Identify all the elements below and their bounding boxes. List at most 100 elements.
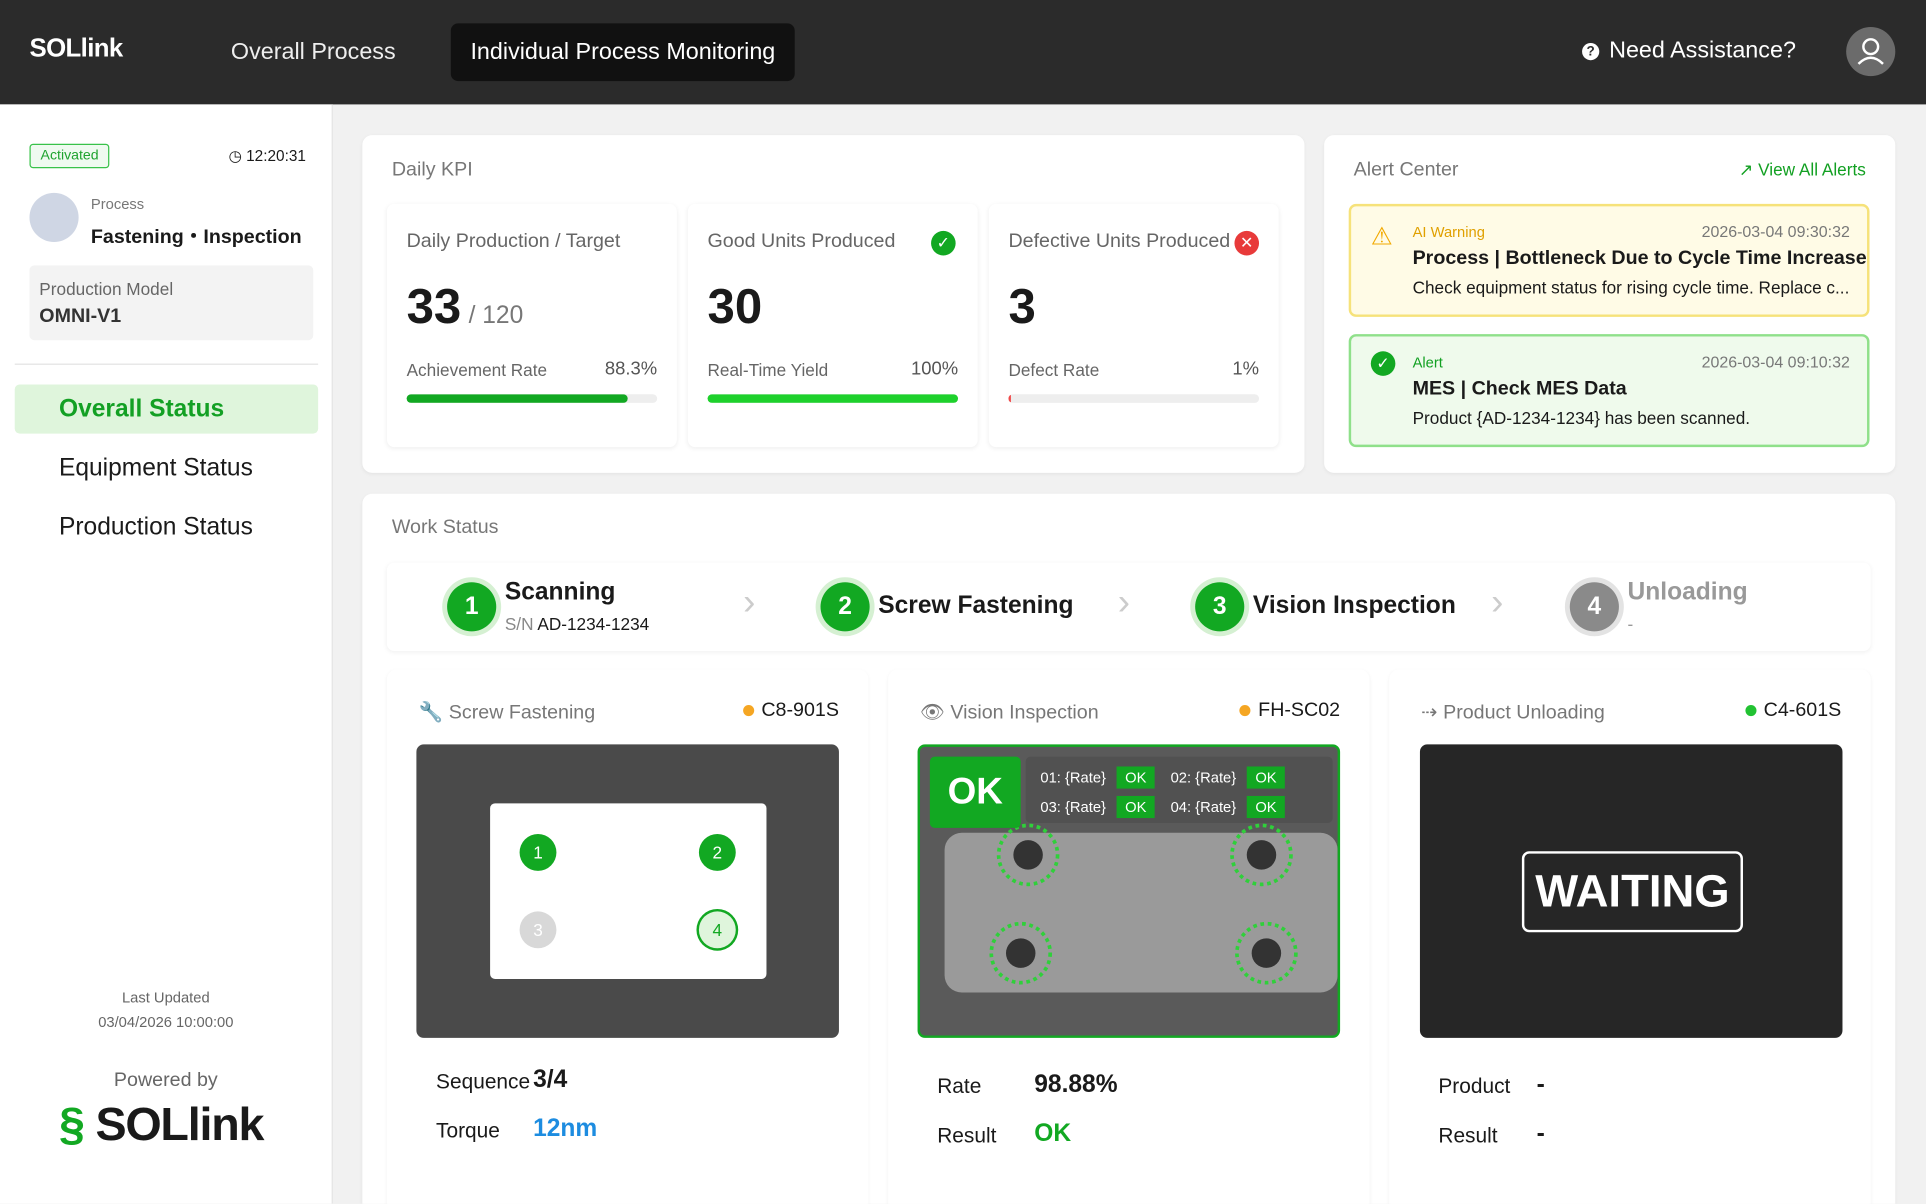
check-list: 01: {Rate} OK 02: {Rate} OK 03: {Rate} O…	[1025, 756, 1333, 823]
kpi-value: 30	[708, 280, 763, 335]
help-text: Need Assistance?	[1609, 38, 1796, 64]
warning-icon: ⚠	[1370, 223, 1393, 251]
kpi-card: Good Units Produced 30 ✓ Real-Time Yield 100…	[687, 203, 978, 448]
progress-track	[406, 394, 658, 403]
step-num: 4	[1569, 582, 1619, 632]
shape	[1246, 840, 1277, 870]
panel-code: C8-901S	[742, 700, 839, 722]
help-link[interactable]: ? Need Assistance?	[1582, 38, 1796, 65]
shape	[1251, 938, 1282, 968]
field-value: -	[1536, 1071, 1545, 1099]
shape	[989, 921, 1053, 985]
alert-time: 2026-03-04 09:10:32	[1701, 352, 1850, 371]
field-value: 3/4	[533, 1066, 568, 1094]
rate-label: Defect Rate	[1008, 359, 1100, 380]
shape	[996, 823, 1060, 887]
nav-tab-active[interactable]: Individual Process Monitoring	[450, 23, 795, 82]
alert-title: MES | Check MES Data	[1412, 378, 1627, 400]
model-label: Production Model	[39, 278, 174, 299]
section-title: Work Status	[391, 517, 499, 539]
avatar-icon	[1857, 38, 1884, 65]
brand-text: SOLlink	[95, 1099, 264, 1151]
divider	[14, 363, 319, 365]
alert-panel: Alert Center ↗ View All Alerts ⚠ AI Warn…	[1324, 135, 1896, 473]
brand: § SOLlink	[59, 1099, 264, 1152]
updated-label: Last Updated	[121, 988, 210, 1006]
check-label: 01: {Rate}	[1040, 768, 1106, 787]
updated-value: 03/04/2026 10:00:00	[98, 1013, 234, 1031]
result-badge: OK	[929, 756, 1021, 828]
panel-title-text: Product Unloading	[1443, 702, 1605, 724]
check-label: 02: {Rate}	[1170, 768, 1237, 787]
step-sub-value: AD-1234-1234	[537, 614, 650, 634]
shape	[1857, 56, 1884, 65]
powered-label: Powered by	[113, 1069, 218, 1091]
kpi-target: / 120	[468, 302, 524, 330]
kpi-value: 33/ 120	[407, 280, 524, 335]
shape	[1862, 38, 1880, 56]
menu-item-active[interactable]: Overall Status	[14, 384, 319, 434]
alert-type: AI Warning	[1412, 223, 1485, 241]
screw-point: 4	[698, 911, 736, 949]
screw-panel: 🔧 Screw Fastening C8-901S 1 2 3 4 Sequen…	[386, 669, 869, 1204]
alert-time: 2026-03-04 09:30:32	[1701, 222, 1850, 241]
nav-tab[interactable]: Overall Process	[230, 39, 396, 66]
step-num: 1	[447, 582, 497, 632]
kpi-title: Defective Units Produced	[1008, 230, 1231, 252]
alert-title: Process | Bottleneck Due to Cycle Time I…	[1412, 248, 1867, 270]
shape	[1013, 840, 1043, 870]
rate-value: 88.3%	[604, 358, 658, 380]
process-thumb	[29, 192, 79, 242]
menu-item[interactable]: Equipment Status	[58, 454, 253, 482]
field-label: Rate	[937, 1074, 982, 1099]
field-label: Product	[1438, 1074, 1511, 1099]
panel-title-text: Screw Fastening	[448, 702, 596, 724]
panel-title: ⇢ Product Unloading	[1421, 702, 1605, 724]
field-label: Torque	[436, 1118, 500, 1143]
rate-label: Achievement Rate	[406, 359, 548, 380]
check-result: OK	[1246, 795, 1286, 819]
avatar[interactable]	[1846, 27, 1896, 77]
view-all[interactable]: ↗ View All Alerts	[1738, 159, 1866, 180]
progress-track	[1008, 394, 1260, 403]
process-label: Process	[90, 195, 145, 213]
ok-icon: ✓	[1370, 351, 1396, 376]
process-name: Fastening・Inspection	[90, 227, 302, 249]
sidebar: Activated ◷ 12:20:31 Process Fastening・I…	[0, 104, 333, 1204]
screw-point: 1	[519, 834, 557, 871]
step-name: Scanning	[504, 578, 616, 606]
logo: SOLlink	[29, 34, 123, 63]
progress-bar	[406, 394, 628, 403]
section-title: Alert Center	[1353, 159, 1459, 181]
code-text: C8-901S	[761, 700, 839, 722]
waiting-label: WAITING	[1521, 851, 1743, 933]
shape	[989, 823, 1298, 985]
check-label: 04: {Rate}	[1170, 798, 1237, 816]
code-text: FH-SC02	[1258, 700, 1341, 722]
menu-item[interactable]: Production Status	[58, 513, 253, 541]
field-value: OK	[1034, 1120, 1072, 1148]
unload-panel: ⇢ Product Unloading C4-601S WAITING Prod…	[1389, 669, 1871, 1204]
step-num: 2	[820, 582, 870, 632]
kpi-number: 30	[707, 280, 763, 335]
steps-bar	[386, 562, 1871, 652]
chevron: ›	[743, 582, 756, 623]
alert-body: Check equipment status for rising cycle …	[1412, 277, 1850, 298]
kpi-value: 3	[1008, 280, 1035, 335]
screw-point: 3	[519, 911, 557, 949]
field-value: -	[1536, 1120, 1545, 1148]
field-value: 12nm	[533, 1115, 598, 1143]
kpi-number: 33	[406, 280, 462, 335]
check-result: OK	[1116, 766, 1156, 789]
chevron: ›	[1117, 582, 1131, 623]
alert-card: ⚠ AI Warning 2026-03-04 09:30:32 Process…	[1348, 203, 1870, 317]
vision-panel: 👁 Vision Inspection FH-SC02 OK 01: {Rate…	[888, 669, 1370, 1204]
check-label: 03: {Rate}	[1040, 798, 1106, 816]
kpi-card: Defective Units Produced 3 ✕ Defect Rate 1%	[988, 203, 1279, 448]
shape	[1235, 921, 1298, 985]
kpi-number: 3	[1008, 280, 1036, 335]
field-label: Result	[937, 1123, 997, 1148]
kpi-card: Daily Production / Target 33/ 120 Achievem…	[386, 203, 677, 448]
